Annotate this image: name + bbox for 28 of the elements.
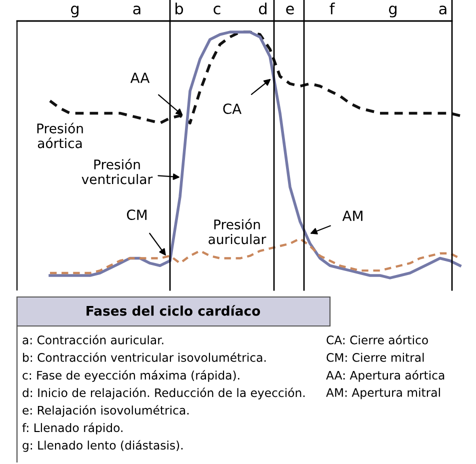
text: e: Relajación isovolumétrica. bbox=[22, 405, 189, 417]
text: e bbox=[286, 6, 294, 14]
series-label: Presión auricular bbox=[208, 218, 266, 244]
text: f: Llenado rápido. bbox=[22, 422, 122, 434]
text: Presión ventricular bbox=[82, 158, 153, 184]
text: c bbox=[214, 6, 220, 14]
annotation: AA bbox=[130, 72, 150, 83]
text: g bbox=[388, 6, 396, 18]
text: CM: Cierre mitral bbox=[326, 352, 424, 362]
text: AM: Apertura mitral bbox=[326, 388, 440, 400]
annotation: CA bbox=[223, 104, 242, 114]
text: d bbox=[258, 2, 266, 14]
text: f bbox=[330, 2, 335, 14]
text: a bbox=[133, 6, 140, 14]
series-label: Presión aórtica bbox=[37, 122, 83, 148]
text: c: Fase de eyección máxima (rápida). bbox=[22, 370, 240, 382]
annotation: CM bbox=[126, 210, 146, 220]
text: g bbox=[70, 6, 78, 18]
text: d: Inicio de relajación. Reducción de la eyección. bbox=[22, 388, 305, 400]
text: b bbox=[176, 2, 184, 14]
text: a: Contracción auricular. bbox=[22, 334, 164, 344]
text: g: Llenado lento (diástasis). bbox=[22, 440, 183, 452]
text: a bbox=[439, 6, 446, 14]
annotation: AM bbox=[342, 210, 362, 221]
text: Fases del ciclo cardíaco bbox=[86, 305, 260, 316]
text: b: Contracción ventricular isovolumétrica. bbox=[23, 352, 266, 362]
text: CA: Cierre aórtico bbox=[326, 334, 428, 344]
text: AA: Apertura aórtica bbox=[326, 370, 444, 382]
